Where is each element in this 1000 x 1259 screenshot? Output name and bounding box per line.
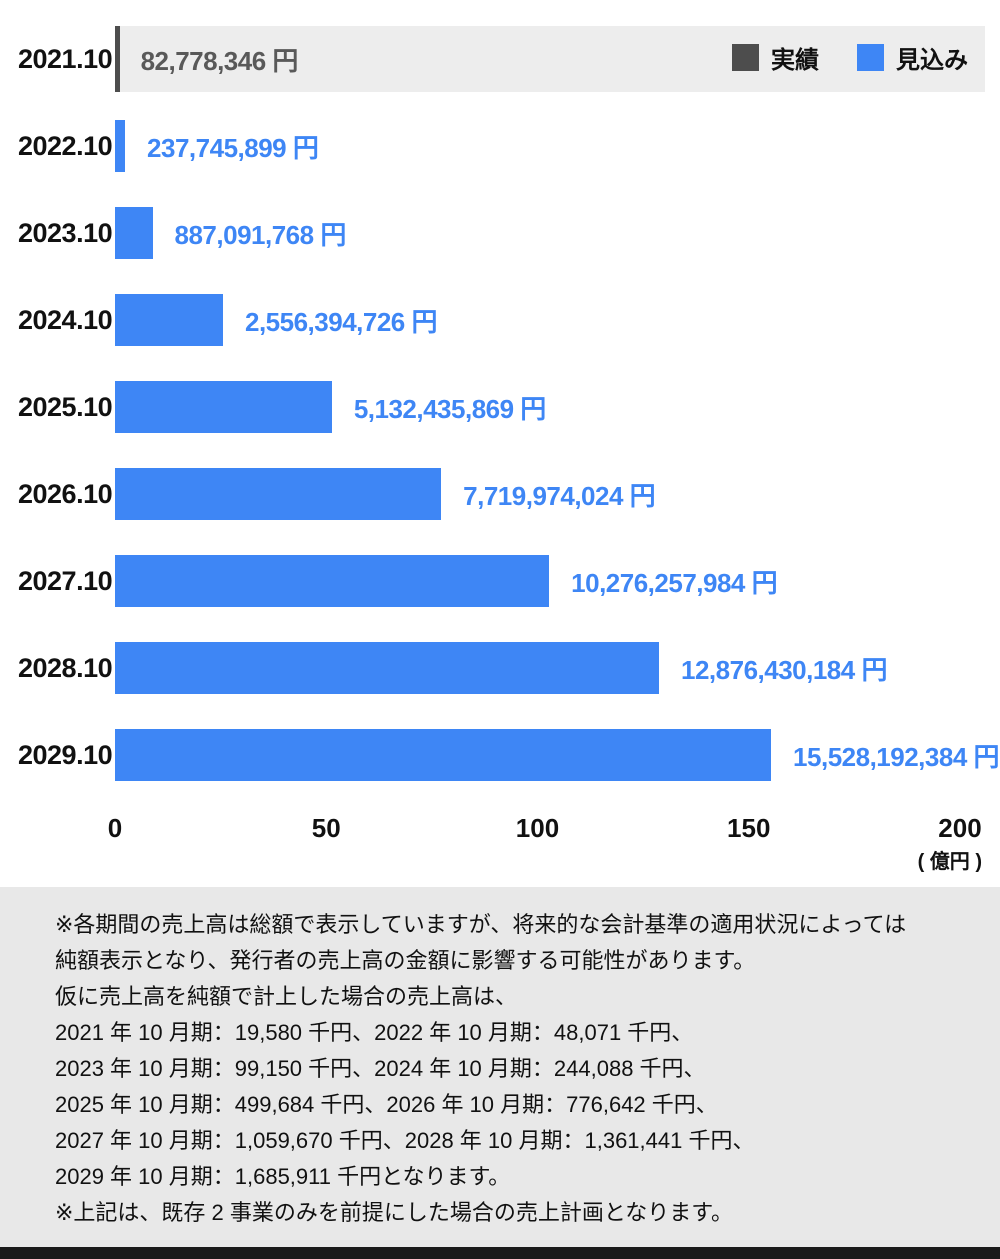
chart-row: 2025.10 5,132,435,869 円: [0, 374, 1000, 440]
chart-legend: 実績 見込み: [732, 40, 968, 75]
row-band: 82,778,346 円: [115, 26, 985, 92]
value-label: 15,528,192,384 円: [793, 741, 1000, 772]
axis-unit-label: ( 億円 ): [917, 851, 982, 873]
year-label: 2027.10: [18, 565, 113, 596]
value-label: 10,276,257,984 円: [571, 567, 778, 598]
value-bar: [115, 294, 223, 346]
year-label: 2026.10: [18, 478, 113, 509]
x-tick: 150: [727, 813, 771, 843]
row-band: 2,556,394,726 円: [115, 287, 960, 353]
chart-row: 2024.10 2,556,394,726 円: [0, 287, 1000, 353]
value-label: 82,778,346 円: [140, 45, 299, 76]
value-bar: [115, 207, 153, 259]
actual-legend-swatch-icon: [732, 44, 759, 71]
row-band: 10,276,257,984 円: [115, 548, 960, 614]
footnote-line: 2029 年 10 月期：1,685,911 千円となります。: [55, 1164, 511, 1189]
year-label: 2025.10: [18, 391, 113, 422]
footnote-line: 2021 年 10 月期：19,580 千円、2022 年 10 月期：48,0…: [55, 1020, 694, 1045]
year-label: 2022.10: [18, 130, 113, 161]
footnote-line: 2025 年 10 月期：499,684 千円、2026 年 10 月期：776…: [55, 1092, 718, 1117]
row-band: 5,132,435,869 円: [115, 374, 960, 440]
value-bar: [115, 26, 120, 92]
x-tick: 0: [107, 813, 123, 843]
footnote-line: 2023 年 10 月期：99,150 千円、2024 年 10 月期：244,…: [55, 1056, 706, 1081]
forecast-legend-label: 見込み: [896, 47, 968, 74]
x-tick: 50: [311, 813, 341, 843]
footnote-line: 2027 年 10 月期：1,059,670 千円、2028 年 10 月期：1…: [55, 1128, 755, 1153]
value-bar: [115, 468, 442, 520]
footnote-line: ※上記は、既存 2 事業のみを前提にした場合の売上計画となります。: [55, 1200, 734, 1225]
chart-row: 2026.10 7,719,974,024 円: [0, 461, 1000, 527]
value-label: 237,745,899 円: [147, 132, 319, 163]
chart-row: 2029.10 15,528,192,384 円: [0, 722, 1000, 788]
chart-row: 2023.10 887,091,768 円: [0, 200, 1000, 266]
footnote-line: 純額表示となり、発行者の売上高の金額に影響する可能性があります。: [55, 948, 756, 973]
value-bar: [115, 642, 659, 694]
chart-row: 2022.10 237,745,899 円: [0, 113, 1000, 179]
footnote-line: ※各期間の売上高は総額で表示していますが、将来的な会計基準の適用状況によっては: [55, 912, 907, 937]
value-bar: [115, 120, 126, 172]
row-band: 15,528,192,384 円: [115, 722, 1000, 788]
footnote-line: 仮に売上高を純額で計上した場合の売上高は、: [55, 984, 518, 1009]
chart-rows: 2021.10 82,778,346 円 2022.10 237,745,899…: [0, 26, 1000, 788]
x-tick: 200: [938, 813, 982, 843]
chart-row: 2021.10 82,778,346 円: [0, 26, 1000, 92]
value-label: 7,719,974,024 円: [463, 480, 656, 511]
row-band: 7,719,974,024 円: [115, 461, 960, 527]
chart-row: 2028.10 12,876,430,184 円: [0, 635, 1000, 701]
value-bar: [115, 729, 772, 781]
value-bar: [115, 381, 332, 433]
year-label: 2021.10: [18, 43, 113, 74]
row-band: 887,091,768 円: [115, 200, 960, 266]
year-label: 2023.10: [18, 217, 113, 248]
row-band: 12,876,430,184 円: [115, 635, 960, 701]
row-band: 237,745,899 円: [115, 113, 960, 179]
actual-legend-label: 実績: [771, 47, 819, 74]
value-bar: [115, 555, 550, 607]
forecast-legend-swatch-icon: [857, 44, 884, 71]
value-label: 5,132,435,869 円: [353, 393, 547, 424]
value-label: 12,876,430,184 円: [681, 654, 887, 685]
year-label: 2028.10: [18, 652, 113, 683]
value-label: 2,556,394,726 円: [244, 306, 438, 337]
x-axis: ( 億円 ) 0 50 100 150 200: [108, 809, 982, 873]
year-label: 2024.10: [18, 304, 113, 335]
footnote: ※各期間の売上高は総額で表示していますが、将来的な会計基準の適用状況によっては純…: [0, 887, 1000, 1259]
year-label: 2029.10: [18, 739, 113, 770]
revenue-bar-chart: 実績 見込み 2021.10 82,778,346 円 2022.10 237,…: [0, 26, 1000, 873]
value-label: 887,091,768 円: [174, 219, 347, 250]
x-tick: 100: [515, 813, 560, 843]
chart-row: 2027.10 10,276,257,984 円: [0, 548, 1000, 614]
